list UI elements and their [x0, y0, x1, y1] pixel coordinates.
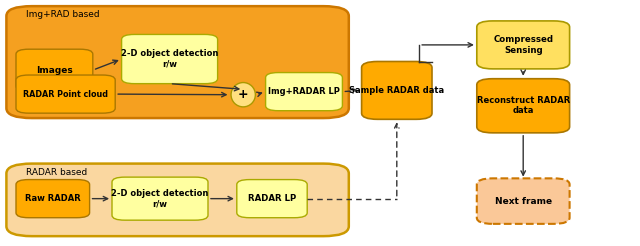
FancyBboxPatch shape — [16, 75, 115, 113]
Text: Sample RADAR data: Sample RADAR data — [349, 86, 444, 95]
Text: Reconstruct RADAR
data: Reconstruct RADAR data — [477, 96, 570, 115]
Text: Next frame: Next frame — [495, 197, 552, 206]
FancyBboxPatch shape — [237, 180, 307, 218]
Text: RADAR LP: RADAR LP — [248, 194, 296, 203]
FancyBboxPatch shape — [16, 49, 93, 91]
FancyBboxPatch shape — [6, 164, 349, 236]
FancyBboxPatch shape — [16, 180, 90, 218]
FancyBboxPatch shape — [362, 62, 432, 119]
Text: RADAR Point cloud: RADAR Point cloud — [23, 90, 108, 99]
Text: Compressed
Sensing: Compressed Sensing — [493, 35, 553, 55]
FancyBboxPatch shape — [6, 6, 349, 118]
Text: RADAR based: RADAR based — [26, 168, 87, 177]
FancyBboxPatch shape — [477, 178, 570, 224]
FancyBboxPatch shape — [477, 79, 570, 133]
Text: +: + — [238, 88, 248, 101]
Text: Img+RADAR LP: Img+RADAR LP — [268, 87, 340, 96]
Text: 2-D object detection
r/w: 2-D object detection r/w — [121, 49, 218, 69]
FancyBboxPatch shape — [112, 177, 208, 220]
Text: Raw RADAR: Raw RADAR — [25, 194, 81, 203]
Ellipse shape — [231, 83, 255, 107]
FancyBboxPatch shape — [266, 73, 342, 111]
FancyBboxPatch shape — [122, 34, 218, 84]
FancyBboxPatch shape — [477, 21, 570, 69]
Text: 2-D object detection
r/w: 2-D object detection r/w — [111, 189, 209, 208]
Text: Images: Images — [36, 66, 73, 75]
Text: Img+RAD based: Img+RAD based — [26, 10, 99, 19]
